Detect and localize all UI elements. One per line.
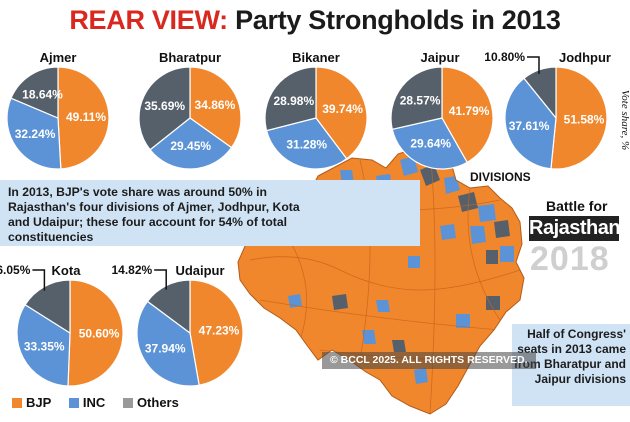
map-constituency-inc	[362, 330, 376, 344]
map-constituency-others	[392, 340, 406, 352]
pie-ajmer: 49.11% 32.24% 18.64% Ajmer	[6, 50, 110, 170]
map-constituency-inc	[440, 224, 456, 240]
pie-label-bharatpur-others: 35.69%	[144, 99, 185, 113]
pie-label-kota-bjp: 50.60%	[79, 327, 120, 341]
title-black-part: Party Strongholds in 2013	[235, 5, 561, 35]
pie-slice-ajmer-bjp	[57, 66, 110, 170]
legend-label-others: Others	[136, 395, 179, 410]
pie-label-kota-inc: 33.35%	[24, 340, 65, 354]
pie-label-udaipur-inc: 37.94%	[145, 341, 186, 355]
map-constituency-inc	[288, 294, 302, 308]
pie-slice-jaipur-others	[390, 66, 443, 131]
leader-line	[32, 269, 46, 291]
pie-slice-jaipur-bjp	[441, 66, 494, 164]
map-constituency-others	[486, 296, 500, 310]
battle-for-label: Battle for	[546, 198, 608, 214]
division-name-jodhpur: Jodhpur	[559, 50, 611, 65]
pie-label-bikaner-bjp: 39.74%	[322, 102, 363, 116]
pie-label-ajmer-inc: 32.24%	[15, 127, 56, 141]
pie-slice-bharatpur-inc	[149, 117, 233, 170]
pie-slice-bikaner-inc	[265, 117, 348, 170]
pie-label-jaipur-bjp: 41.79%	[449, 104, 490, 118]
legend-swatch-others	[122, 398, 133, 408]
map-constituency-inc	[470, 226, 486, 244]
pie-slice-udaipur-inc	[136, 300, 200, 387]
pie-label-jaipur-inc: 29.64%	[410, 137, 451, 151]
map-constituency-others	[494, 220, 510, 238]
pie-slice-jodhpur-inc	[504, 77, 557, 170]
pie-slice-kota-bjp	[67, 279, 124, 387]
pie-label-bikaner-others: 28.98%	[273, 94, 314, 108]
pie-label-jodhpur-bjp: 51.58%	[564, 112, 605, 126]
title-red-part: REAR VIEW:	[69, 5, 228, 35]
map-constituency-inc	[408, 256, 420, 268]
info-text-1: In 2013, BJP's vote share was around	[8, 185, 229, 199]
info-text-2: 50% in Rajasthan's four divisions of Ajm…	[8, 185, 300, 229]
map-constituency-others	[458, 192, 478, 212]
pie-label-udaipur-bjp: 47.23%	[199, 324, 240, 338]
divisions-label: DIVISIONS	[470, 170, 531, 184]
pie-slice-udaipur-bjp	[189, 279, 244, 386]
pie-slice-ajmer-others	[10, 66, 59, 119]
division-name-udaipur: Udaipur	[175, 263, 224, 278]
pie-label-ajmer-bjp: 49.11%	[66, 110, 106, 124]
pie-bharatpur: 34.86% 29.45% 35.69% Bharatpur	[138, 50, 242, 170]
leader-line	[527, 56, 540, 74]
legend-label-inc: INC	[82, 395, 106, 410]
map-constituency-inc	[500, 246, 514, 262]
rajasthan-banner: Rajasthan	[529, 216, 621, 241]
map-constituency-others	[420, 164, 440, 186]
copyright-watermark: © BCCL 2025. ALL RIGHTS RESERVED.	[322, 352, 536, 369]
pie-label-jodhpur-others: 10.80%	[484, 50, 525, 64]
pie-kota: 50.60% 33.35% 16.05% Kota	[0, 263, 124, 387]
pie-slice-bharatpur-others	[138, 66, 191, 151]
pie-slice-jodhpur-bjp	[550, 66, 608, 170]
info-text: In 2013, BJP's vote share was around 50%…	[8, 185, 318, 245]
pie-label-bharatpur-inc: 29.45%	[170, 139, 211, 153]
map-constituency-inc	[456, 314, 470, 328]
pie-label-jaipur-others: 28.57%	[400, 94, 441, 108]
legend-swatch-inc	[68, 398, 79, 408]
division-name-ajmer: Ajmer	[40, 50, 77, 65]
note-text: Half of Congress' seats in 2013 came fro…	[514, 327, 627, 386]
pie-label-bikaner-inc: 31.28%	[286, 138, 327, 152]
map-constituency-inc	[414, 368, 428, 384]
map-constituency-inc	[376, 300, 390, 312]
page-title: REAR VIEW: Party Strongholds in 2013	[0, 5, 630, 36]
pie-slice-bikaner-bjp	[315, 66, 368, 160]
legend-swatch-bjp	[12, 398, 22, 408]
pie-label-udaipur-others: 14.82%	[111, 263, 152, 277]
legend-label-bjp: BJP	[26, 395, 52, 410]
division-name-bikaner: Bikaner	[292, 50, 340, 65]
legend-item-bjp: BJP	[12, 395, 51, 410]
map-constituency-inc	[478, 204, 496, 222]
pie-slice-bikaner-others	[264, 66, 317, 132]
pie-label-jodhpur-inc: 37.61%	[509, 119, 550, 133]
legend-item-inc: INC	[68, 395, 106, 410]
pie-slice-jaipur-inc	[391, 117, 468, 170]
pie-slice-bharatpur-bjp	[189, 66, 242, 149]
pie-jodhpur: 51.58% 37.61% 10.80% Jodhpur	[484, 50, 611, 170]
pie-label-ajmer-others: 18.64%	[22, 88, 63, 102]
pie-label-kota-others: 16.05%	[0, 263, 31, 277]
info-panel	[0, 180, 420, 246]
map-constituency-others	[486, 250, 498, 264]
legend-item-others: Others	[122, 395, 179, 410]
pie-udaipur: 47.23% 37.94% 14.82% Udaipur	[111, 263, 244, 387]
map-constituency-others	[332, 294, 348, 310]
pie-jaipur: 41.79% 29.64% 28.57% Jaipur	[390, 50, 494, 170]
division-name-bharatpur: Bharatpur	[159, 50, 221, 65]
division-name-kota: Kota	[52, 263, 82, 278]
pie-slice-ajmer-inc	[6, 97, 62, 170]
leader-line	[154, 269, 167, 290]
division-name-jaipur: Jaipur	[420, 50, 459, 65]
year-label: 2018	[530, 240, 610, 278]
pie-bikaner: 39.74% 31.28% 28.98% Bikaner	[264, 50, 368, 170]
vote-share-unit-label: Vote share, %	[619, 90, 630, 150]
pie-label-bharatpur-bjp: 34.86%	[195, 98, 236, 112]
legend: BJP INC Others	[12, 395, 193, 410]
info-text-3: for 54% of total constituencies	[8, 215, 287, 244]
